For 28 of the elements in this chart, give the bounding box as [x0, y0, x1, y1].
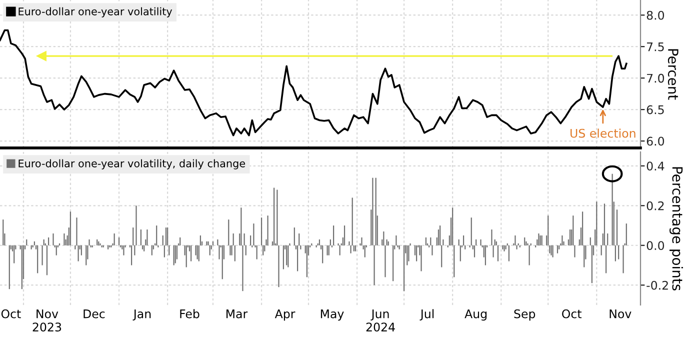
y-axis-title: Percentage points [670, 167, 683, 290]
x-tick-label: Jun 2024 [366, 310, 395, 332]
x-tick-label: Jan [132, 310, 151, 320]
y-axis-title: Percent [668, 49, 678, 100]
y-tick-label: 6.0 [646, 136, 664, 146]
x-tick-label: Nov [610, 310, 632, 318]
y-tick-label: -0.2 [646, 280, 668, 290]
x-tick-label: Jul [420, 309, 434, 320]
legend-label: Euro-dollar one-year volatility [18, 7, 172, 18]
x-tick-label: May [320, 310, 344, 321]
x-tick-label: Mar [226, 310, 248, 318]
y-tick-label: 7.0 [647, 74, 664, 83]
x-tick-label: Nov 2023 [32, 310, 62, 332]
y-tick-label: 7.5 [647, 42, 664, 52]
x-tick-label: Feb [180, 309, 200, 318]
legend-label: Euro-dollar one-year volatility, daily change [18, 159, 246, 170]
y-tick-label: 6.5 [646, 105, 664, 114]
x-tick-label: Dec [84, 310, 105, 318]
x-tick-label: Sep [514, 309, 536, 321]
x-tick-label: Aug [464, 310, 487, 321]
y-tick-label: 0.2 [646, 201, 664, 210]
x-tick-label: Oct [1, 309, 21, 318]
y-tick-label: 0.0 [646, 241, 664, 250]
y-tick-label: 0.4 [646, 162, 664, 171]
x-tick-label: Apr [274, 310, 296, 321]
y-tick-label: 8.0 [646, 10, 664, 20]
annotation: US election [570, 128, 636, 138]
x-tick-label: Oct [562, 309, 582, 318]
